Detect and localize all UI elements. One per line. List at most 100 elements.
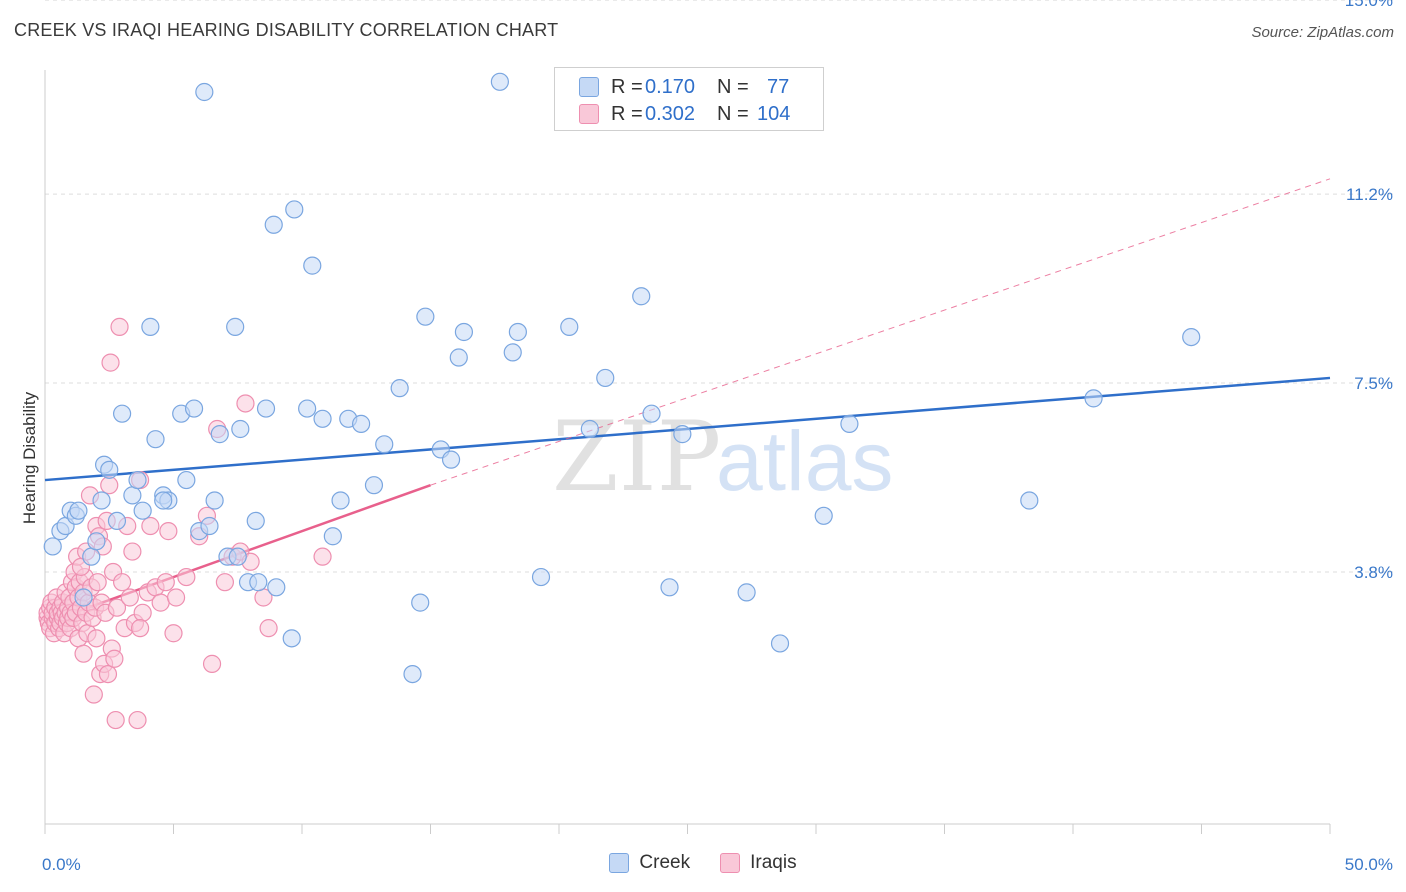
creek-point: [814, 506, 833, 525]
creek-point: [531, 567, 551, 587]
creek-point: [226, 317, 245, 336]
creek-point: [100, 460, 119, 479]
creek-point: [403, 664, 422, 684]
bottom-legend-swatch-iraqis: [720, 853, 741, 873]
iraqi-point: [101, 353, 120, 372]
legend-r-label: R =: [611, 102, 643, 125]
creek-point: [352, 414, 371, 433]
watermark-zip: ZIP: [552, 401, 721, 513]
creek-point: [123, 486, 142, 505]
iraqi-trend-extension: [430, 178, 1331, 486]
iraqi-point: [106, 710, 125, 730]
creek-point: [133, 501, 152, 520]
creek-point: [364, 476, 384, 495]
creek-point: [92, 491, 111, 510]
creek-point: [1020, 491, 1039, 510]
iraqi-point: [120, 588, 139, 607]
y-axis-label: Hearing Disability: [20, 391, 39, 524]
y-tick-label: 15.0%: [1345, 0, 1393, 10]
legend-r-label: R =: [611, 75, 643, 98]
iraqi-point: [88, 573, 107, 592]
legend-n-label: N =: [717, 102, 749, 125]
creek-point: [146, 430, 165, 449]
legend-n-value: 104: [757, 102, 791, 125]
creek-point: [200, 516, 219, 536]
creek-point: [154, 491, 173, 510]
creek-point: [331, 491, 350, 510]
creek-point: [74, 588, 93, 607]
iraqi-point: [215, 573, 234, 592]
creek-point: [82, 547, 101, 566]
legend-row-creek: R = 0.170 N = 77: [579, 74, 789, 100]
bottom-legend-label-iraqis: Iraqis: [750, 852, 797, 873]
creek-point: [210, 425, 229, 444]
chart-title: CREEK VS IRAQI HEARING DISABILITY CORREL…: [14, 20, 559, 40]
y-tick-label: 7.5%: [1354, 374, 1393, 393]
creek-point: [303, 256, 322, 275]
creek-point: [840, 414, 859, 433]
creek-point: [596, 368, 615, 388]
y-tick-label: 11.2%: [1346, 185, 1393, 204]
creek-point: [313, 409, 332, 428]
creek-point: [256, 399, 276, 418]
creek-point: [441, 450, 461, 469]
iraqi-point: [128, 710, 147, 730]
bottom-legend-creek: Creek: [609, 852, 690, 874]
creek-point: [737, 583, 756, 602]
creek-point: [411, 593, 430, 612]
creek-point: [490, 72, 509, 91]
bottom-legend-swatch-creek: [609, 853, 630, 873]
legend-swatch-iraqis: [579, 104, 599, 124]
creek-point: [246, 511, 265, 531]
creek-point: [128, 470, 147, 490]
creek-point: [231, 419, 250, 439]
iraqi-point: [159, 522, 178, 541]
creek-point: [560, 317, 579, 336]
grid-lines: [45, 0, 1395, 573]
creek-point: [454, 322, 474, 342]
creek-point: [249, 573, 268, 592]
iraqi-point: [177, 567, 196, 587]
creek-point: [1182, 327, 1201, 347]
iraqi-point: [151, 593, 170, 612]
creek-point: [632, 287, 651, 306]
creek-point: [673, 425, 692, 444]
iraqi-point: [87, 629, 106, 648]
creek-point: [375, 435, 394, 454]
creek-point: [282, 629, 301, 648]
creek-point: [580, 419, 599, 439]
data-points: [38, 72, 1201, 730]
creek-point: [267, 578, 286, 597]
legend-row-iraqis: R = 0.302 N = 104: [579, 101, 790, 127]
bottom-legend-iraqis: Iraqis: [720, 852, 797, 874]
creek-point: [177, 470, 196, 490]
iraqi-point: [112, 573, 132, 592]
creek-point: [508, 322, 527, 342]
creek-point: [141, 317, 160, 336]
x-tick-label: 0.0%: [42, 855, 81, 874]
iraqi-point: [166, 588, 186, 607]
iraqi-point: [130, 619, 150, 638]
bottom-legend-label-creek: Creek: [639, 852, 691, 873]
creek-point: [112, 404, 132, 423]
y-tick-label: 3.8%: [1354, 563, 1393, 582]
iraqi-point: [141, 516, 160, 536]
creek-point: [1084, 389, 1103, 408]
legend-swatch-creek: [579, 77, 599, 97]
iraqi-point: [105, 649, 124, 668]
bottom-legend: Creek Iraqis: [0, 852, 1406, 874]
creek-point: [323, 527, 342, 546]
creek-point: [416, 307, 435, 326]
iraqi-point: [133, 603, 152, 622]
legend-n-value: 77: [767, 75, 790, 98]
iraqi-point: [313, 547, 332, 566]
creek-point: [660, 578, 679, 597]
watermark-atlas: atlas: [716, 414, 893, 508]
creek-point: [390, 379, 409, 398]
iraqi-point: [202, 654, 222, 673]
iraqi-point: [100, 476, 119, 495]
axis-labels: 3.8% 7.5% 11.2% 15.0% 0.0% 50.0% Hearing Disab…: [20, 0, 1393, 874]
iraqi-point: [84, 685, 103, 704]
creek-point: [449, 348, 468, 367]
